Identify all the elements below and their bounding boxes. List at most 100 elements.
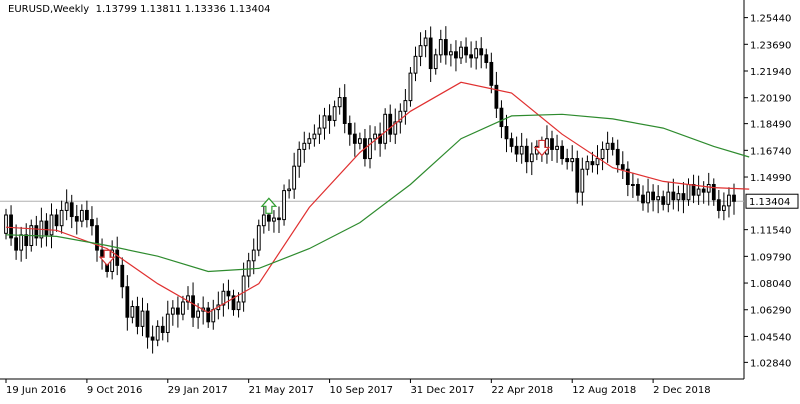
candle-bullish xyxy=(312,133,317,140)
y-tick-label: 1.25440 xyxy=(750,14,791,25)
candle-bullish xyxy=(474,48,479,59)
candle-bullish xyxy=(676,193,681,201)
candle-bearish xyxy=(135,306,140,327)
candle-bearish xyxy=(732,194,736,202)
candle-bullish xyxy=(186,295,190,303)
candle-bullish xyxy=(59,209,64,227)
y-tick-label: 1.20190 xyxy=(750,94,791,105)
candle-bearish xyxy=(636,183,640,196)
candle-bearish xyxy=(150,336,155,341)
candle-bearish xyxy=(100,249,104,257)
y-tick-label: 1.04540 xyxy=(750,332,791,343)
candle-bullish xyxy=(585,161,590,170)
candle-bullish xyxy=(423,37,428,47)
candle-bearish xyxy=(681,193,686,201)
candle-bearish xyxy=(661,196,666,205)
candle-bearish xyxy=(479,48,484,56)
buy-arrow-icon xyxy=(260,197,278,214)
candle-bullish xyxy=(393,121,398,135)
x-tick-label: 10 Sep 2017 xyxy=(330,385,393,396)
candle-bearish xyxy=(443,39,448,56)
candle-bearish xyxy=(160,325,165,333)
candle-bearish xyxy=(671,191,676,201)
candle-bullish xyxy=(630,183,635,186)
candle-bearish xyxy=(620,164,625,170)
sell-arrow-icon xyxy=(533,139,551,157)
y-tick-label: 1.11540 xyxy=(750,226,791,237)
candle-bullish xyxy=(130,306,135,318)
candle-bearish xyxy=(74,216,79,222)
candle-bearish xyxy=(524,145,529,163)
y-tick-label: 1.09790 xyxy=(750,252,791,263)
candle-bullish xyxy=(413,55,418,74)
candle-bearish xyxy=(691,183,696,196)
candle-bullish xyxy=(272,217,276,222)
candle-bullish xyxy=(605,142,610,150)
candle-bearish xyxy=(701,188,706,193)
candle-bullish xyxy=(519,145,524,155)
candle-bullish xyxy=(297,148,302,167)
candle-bearish xyxy=(716,199,721,211)
candle-bullish xyxy=(165,313,170,333)
candle-bearish xyxy=(504,126,509,140)
candle-bearish xyxy=(90,219,94,227)
candle-bearish xyxy=(95,225,99,251)
candle-bullish xyxy=(727,194,731,207)
x-tick-label: 2 Dec 2018 xyxy=(653,385,711,396)
candle-bearish xyxy=(266,214,271,222)
y-tick-label: 1.06290 xyxy=(750,306,791,317)
candle-bearish xyxy=(277,217,281,221)
candle-bullish xyxy=(529,153,534,163)
candle-bullish xyxy=(19,234,24,251)
y-tick-label: 1.02840 xyxy=(750,358,791,369)
candle-bearish xyxy=(125,286,130,318)
ohlc-readout: 1.13799 1.13811 1.13336 1.13404 xyxy=(95,4,271,15)
candle-bullish xyxy=(241,275,246,303)
candle-bullish xyxy=(322,115,327,129)
y-tick-label: 1.14990 xyxy=(750,173,791,184)
candle-bullish xyxy=(438,39,443,56)
candle-bullish xyxy=(155,325,160,341)
candle-bullish xyxy=(251,249,256,262)
candle-bullish xyxy=(317,127,322,135)
moving-average-slow-line xyxy=(5,113,750,273)
candle-bullish xyxy=(170,307,175,315)
candle-bullish xyxy=(140,310,145,327)
candle-bearish xyxy=(454,51,458,59)
candle-bullish xyxy=(545,138,549,155)
x-tick-label: 12 Aug 2018 xyxy=(572,385,636,396)
candle-bearish xyxy=(651,191,656,201)
candle-bullish xyxy=(721,205,726,211)
candle-bearish xyxy=(352,133,357,144)
candle-bearish xyxy=(625,168,630,185)
candle-bearish xyxy=(494,84,499,109)
candle-bullish xyxy=(696,188,701,196)
symbol-label: EURUSD,Weekly xyxy=(8,4,90,15)
candle-bullish xyxy=(49,214,54,236)
candle-bullish xyxy=(656,196,661,201)
candle-bearish xyxy=(34,225,39,239)
candle-bullish xyxy=(332,106,337,121)
candle-bullish xyxy=(600,148,605,160)
candle-bearish xyxy=(575,158,580,193)
candle-bullish xyxy=(686,183,691,201)
y-tick-label: 1.08040 xyxy=(750,279,791,290)
candle-bearish xyxy=(347,122,352,135)
candle-bullish xyxy=(181,301,185,315)
current-price-badge xyxy=(745,193,799,209)
candle-bullish xyxy=(64,202,69,211)
candle-bullish xyxy=(433,54,438,70)
candle-bearish xyxy=(469,54,474,59)
candle-bearish xyxy=(24,234,29,247)
x-tick-label: 31 Dec 2017 xyxy=(410,385,474,396)
candle-bullish xyxy=(706,183,711,193)
x-tick-label: 21 May 2017 xyxy=(249,385,314,396)
candle-bullish xyxy=(459,46,463,59)
candle-bullish xyxy=(555,145,559,150)
current-price-label: 1.13404 xyxy=(749,197,790,208)
candle-bearish xyxy=(711,183,716,201)
candle-bearish xyxy=(14,237,19,251)
candle-bullish xyxy=(373,133,377,140)
candle-bullish xyxy=(408,72,413,102)
